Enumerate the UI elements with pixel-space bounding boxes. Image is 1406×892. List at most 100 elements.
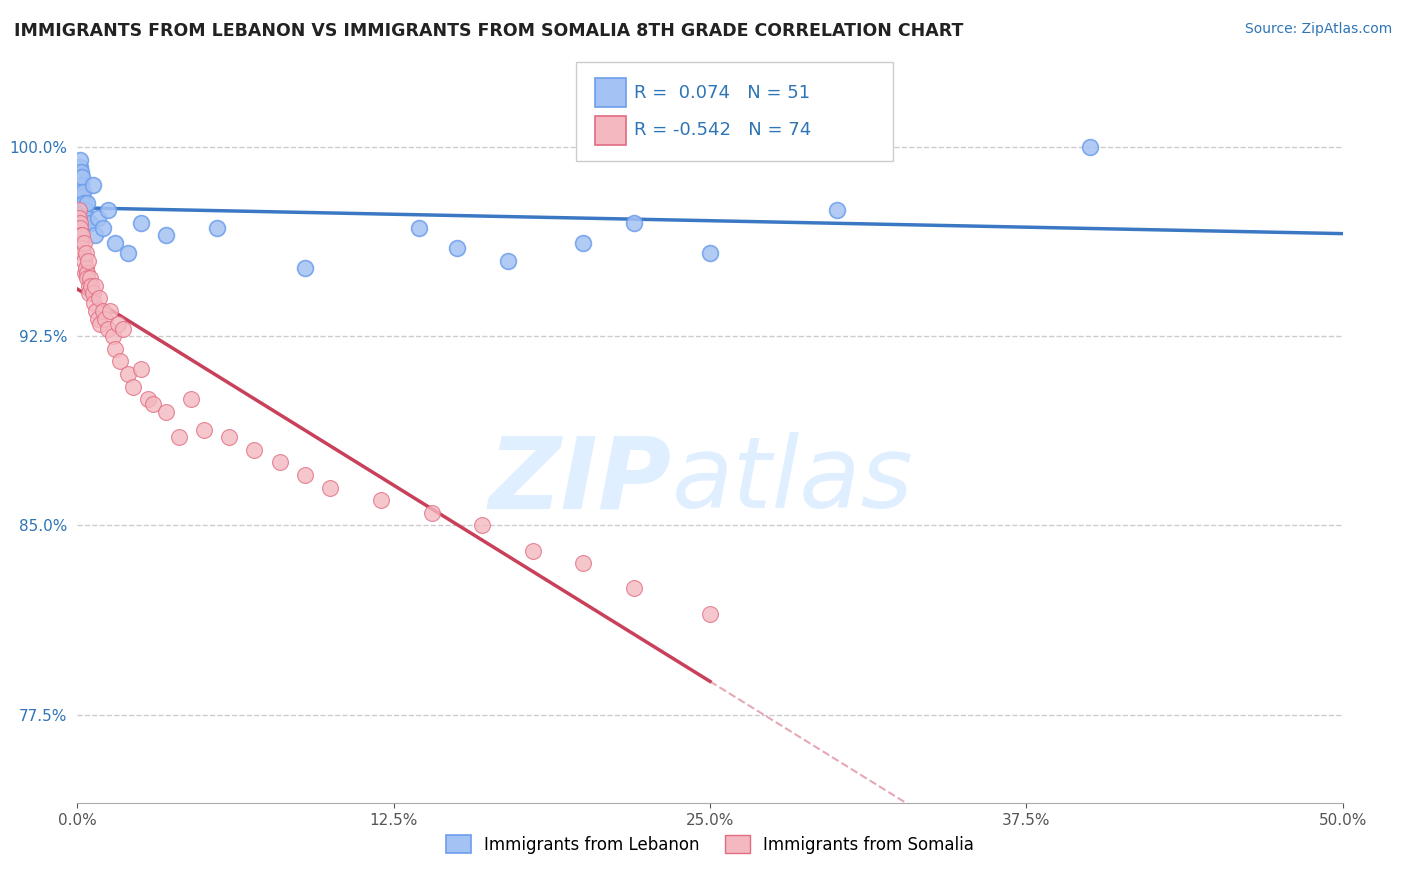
Point	[70, 211, 93, 225]
Point	[408, 220, 430, 235]
Point	[69, 160, 91, 174]
Point	[79, 216, 101, 230]
Legend: Immigrants from Lebanon, Immigrants from Somalia: Immigrants from Lebanon, Immigrants from…	[439, 829, 981, 860]
Point	[72, 241, 94, 255]
Point	[72, 203, 94, 218]
Point	[73, 216, 96, 230]
Point	[129, 216, 152, 230]
Point	[107, 317, 129, 331]
Point	[269, 455, 291, 469]
Point	[294, 261, 316, 276]
Point	[193, 423, 215, 437]
Point	[522, 543, 544, 558]
Point	[294, 467, 316, 482]
Point	[117, 367, 139, 381]
Point	[67, 211, 90, 225]
Point	[572, 235, 595, 250]
Point	[180, 392, 202, 407]
Point	[70, 190, 93, 204]
Point	[72, 246, 94, 260]
Point	[572, 556, 595, 570]
Point	[83, 296, 105, 310]
Text: IMMIGRANTS FROM LEBANON VS IMMIGRANTS FROM SOMALIA 8TH GRADE CORRELATION CHART: IMMIGRANTS FROM LEBANON VS IMMIGRANTS FR…	[14, 22, 963, 40]
Text: Source: ZipAtlas.com: Source: ZipAtlas.com	[1244, 22, 1392, 37]
Point	[72, 190, 94, 204]
Point	[623, 582, 645, 596]
Point	[79, 271, 101, 285]
Point	[79, 286, 101, 301]
Point	[1078, 140, 1101, 154]
Point	[218, 430, 240, 444]
Point	[75, 261, 97, 276]
Text: R = -0.542   N = 74: R = -0.542 N = 74	[634, 121, 811, 139]
Point	[70, 228, 93, 243]
Point	[76, 271, 98, 285]
Point	[110, 354, 132, 368]
Point	[84, 228, 107, 243]
Text: R =  0.074   N = 51: R = 0.074 N = 51	[634, 84, 810, 102]
Point	[69, 153, 91, 167]
Point	[84, 278, 107, 293]
Point	[623, 216, 645, 230]
Point	[86, 311, 108, 326]
Point	[69, 186, 91, 200]
Point	[77, 253, 100, 268]
Point	[73, 266, 96, 280]
Point	[122, 379, 145, 393]
Point	[136, 392, 159, 407]
Point	[129, 362, 152, 376]
Point	[73, 235, 96, 250]
Point	[155, 228, 177, 243]
Point	[67, 165, 90, 179]
Point	[73, 203, 96, 218]
Point	[82, 286, 104, 301]
Point	[699, 246, 721, 260]
Point	[87, 291, 110, 305]
Point	[91, 220, 114, 235]
Point	[72, 186, 94, 200]
Text: atlas: atlas	[672, 433, 914, 530]
Point	[77, 278, 100, 293]
Point	[75, 246, 97, 260]
Point	[69, 170, 91, 185]
Point	[67, 203, 90, 218]
Point	[70, 235, 93, 250]
Point	[67, 178, 90, 192]
Point	[243, 442, 266, 457]
Point	[94, 311, 117, 326]
Point	[97, 203, 120, 218]
Point	[73, 195, 96, 210]
Point	[101, 329, 124, 343]
Point	[111, 321, 134, 335]
Point	[142, 397, 165, 411]
Point	[97, 321, 120, 335]
Y-axis label: 8th Grade: 8th Grade	[0, 399, 3, 475]
Point	[69, 216, 91, 230]
Point	[167, 430, 190, 444]
Text: ZIP: ZIP	[489, 433, 672, 530]
Point	[70, 195, 93, 210]
Point	[496, 253, 519, 268]
Point	[155, 405, 177, 419]
Point	[75, 211, 97, 225]
Point	[446, 241, 468, 255]
Point	[104, 342, 127, 356]
Point	[86, 304, 108, 318]
Point	[82, 178, 104, 192]
Point	[80, 278, 103, 293]
Point	[91, 304, 114, 318]
Point	[370, 493, 392, 508]
Point	[70, 228, 93, 243]
Point	[104, 235, 127, 250]
Point	[699, 607, 721, 621]
Point	[69, 165, 91, 179]
Point	[70, 178, 93, 192]
Point	[76, 266, 98, 280]
Point	[89, 317, 111, 331]
Point	[420, 506, 443, 520]
Point	[825, 203, 848, 218]
Point	[117, 246, 139, 260]
Point	[69, 220, 91, 235]
Point	[98, 304, 121, 318]
Point	[319, 481, 342, 495]
